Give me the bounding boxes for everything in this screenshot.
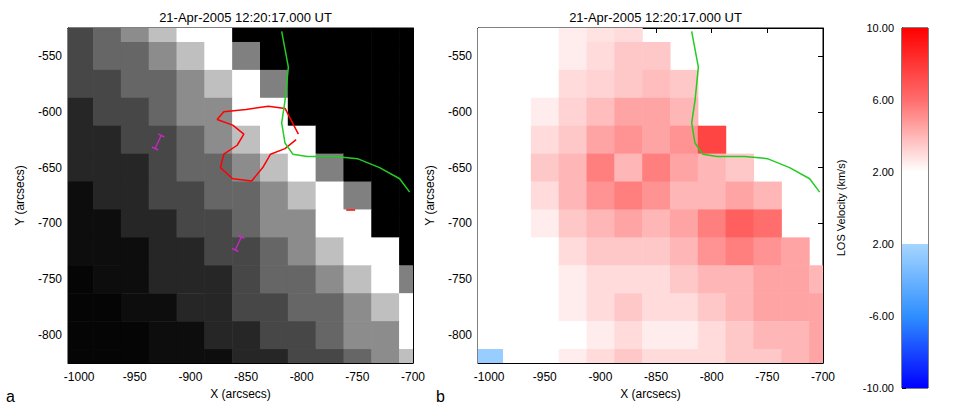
svg-text:-6.00: -6.00 <box>869 310 894 322</box>
svg-text:b: b <box>436 388 445 405</box>
svg-text:-700: -700 <box>811 370 835 384</box>
svg-text:2.00: 2.00 <box>873 238 894 250</box>
svg-text:-800: -800 <box>38 328 62 342</box>
svg-text:-550: -550 <box>448 49 472 63</box>
svg-text:-900: -900 <box>178 370 202 384</box>
svg-text:-550: -550 <box>38 49 62 63</box>
svg-text:-750: -750 <box>448 272 472 286</box>
svg-text:-700: -700 <box>38 216 62 230</box>
svg-text:-900: -900 <box>588 370 612 384</box>
svg-text:-800: -800 <box>700 370 724 384</box>
svg-text:a: a <box>6 388 15 405</box>
svg-text:-650: -650 <box>448 161 472 175</box>
svg-text:-10.00: -10.00 <box>863 382 894 394</box>
svg-text:-800: -800 <box>448 328 472 342</box>
svg-text:-750: -750 <box>755 370 779 384</box>
svg-text:Y (arcsecs): Y (arcsecs) <box>13 165 27 225</box>
svg-text:-850: -850 <box>234 370 258 384</box>
svg-text:-700: -700 <box>401 370 425 384</box>
svg-text:2.00: 2.00 <box>873 166 894 178</box>
svg-text:-600: -600 <box>38 105 62 119</box>
svg-text:21-Apr-2005 12:20:17.000 UT: 21-Apr-2005 12:20:17.000 UT <box>569 10 742 25</box>
svg-text:6.00: 6.00 <box>873 94 894 106</box>
svg-text:X (arcsecs): X (arcsecs) <box>210 387 271 401</box>
svg-text:-950: -950 <box>123 370 147 384</box>
svg-text:-1000: -1000 <box>64 370 95 384</box>
svg-text:LOS Velocity (km/s): LOS Velocity (km/s) <box>835 160 847 257</box>
svg-text:-650: -650 <box>38 161 62 175</box>
svg-text:-750: -750 <box>38 272 62 286</box>
svg-text:-700: -700 <box>448 216 472 230</box>
svg-text:-800: -800 <box>290 370 314 384</box>
svg-text:21-Apr-2005 12:20:17.000 UT: 21-Apr-2005 12:20:17.000 UT <box>159 10 332 25</box>
svg-text:X (arcsecs): X (arcsecs) <box>620 387 681 401</box>
svg-text:-600: -600 <box>448 105 472 119</box>
svg-text:-1000: -1000 <box>474 370 505 384</box>
svg-text:10.00: 10.00 <box>866 22 894 34</box>
svg-text:Y (arcsecs): Y (arcsecs) <box>423 165 437 225</box>
svg-text:-850: -850 <box>644 370 668 384</box>
svg-text:-950: -950 <box>533 370 557 384</box>
svg-text:-750: -750 <box>345 370 369 384</box>
